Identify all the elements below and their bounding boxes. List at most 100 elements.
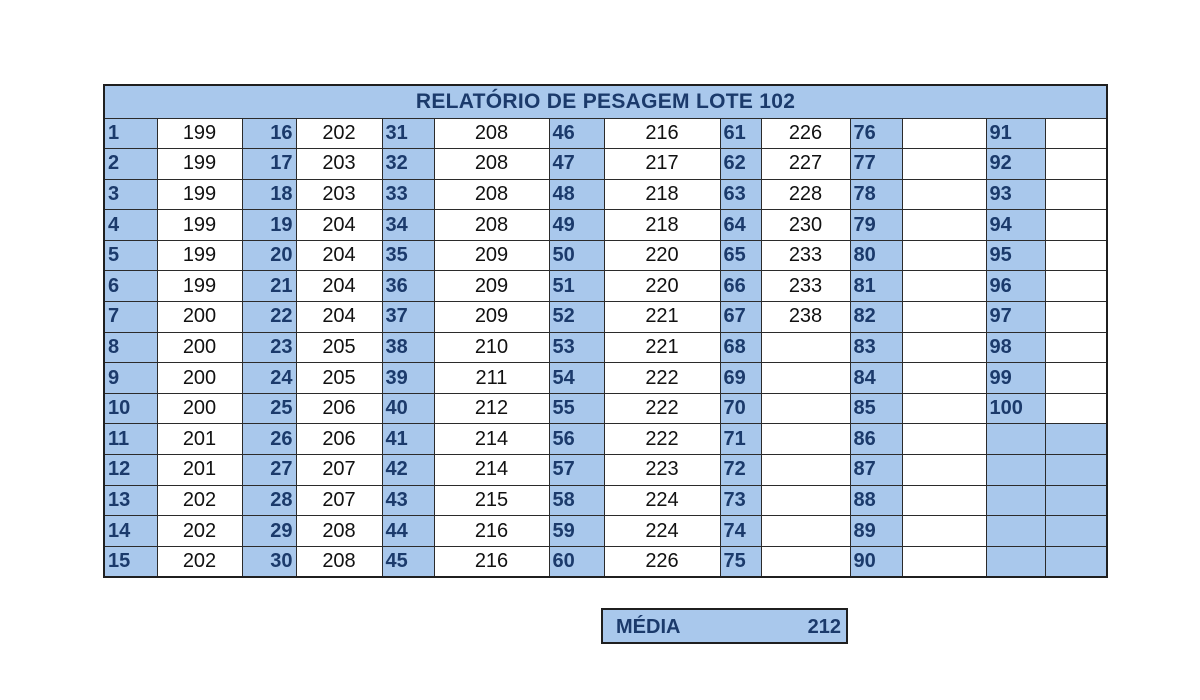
animal-number-cell: 85	[849, 392, 903, 425]
weight-value-cell: 211	[433, 362, 550, 394]
animal-number-cell: 66	[719, 270, 762, 303]
animal-number-cell: 77	[849, 148, 903, 180]
weight-value-cell	[1044, 117, 1108, 150]
animal-number-cell: 44	[381, 515, 435, 547]
weight-value-cell	[901, 392, 987, 425]
animal-number-cell: 33	[381, 178, 435, 211]
animal-number-cell: 68	[719, 331, 762, 364]
weight-value-cell: 202	[156, 515, 243, 547]
weight-value-cell	[1044, 148, 1108, 180]
animal-number-cell: 74	[719, 515, 762, 547]
weight-value-cell	[1044, 423, 1108, 456]
weight-value-cell	[901, 423, 987, 456]
weight-value-cell: 216	[603, 117, 721, 150]
animal-number-cell: 26	[241, 423, 297, 456]
table-row: 7 200 22 204 37 209 52 221 67 238 82 97	[103, 301, 1108, 333]
weight-value-cell	[760, 545, 851, 578]
animal-number-cell: 52	[548, 301, 605, 333]
animal-number-cell: 65	[719, 239, 762, 272]
weight-value-cell: 220	[603, 239, 721, 272]
weight-value-cell	[901, 362, 987, 394]
animal-number-cell: 5	[103, 239, 158, 272]
animal-number-cell: 78	[849, 178, 903, 211]
weight-value-cell: 227	[760, 148, 851, 180]
animal-number-cell: 60	[548, 545, 605, 578]
weight-value-cell: 208	[433, 117, 550, 150]
animal-number-cell: 34	[381, 209, 435, 241]
table-row: 14 202 29 208 44 216 59 224 74 89	[103, 515, 1108, 547]
animal-number-cell: 90	[849, 545, 903, 578]
weight-value-cell: 205	[295, 331, 383, 364]
weight-value-cell: 204	[295, 301, 383, 333]
animal-number-cell	[985, 454, 1046, 486]
animal-number-cell	[985, 423, 1046, 456]
table-row: 11 201 26 206 41 214 56 222 71 86	[103, 423, 1108, 456]
animal-number-cell: 49	[548, 209, 605, 241]
weight-value-cell: 214	[433, 423, 550, 456]
animal-number-cell: 75	[719, 545, 762, 578]
animal-number-cell: 88	[849, 484, 903, 517]
weight-value-cell: 199	[156, 239, 243, 272]
animal-number-cell: 8	[103, 331, 158, 364]
animal-number-cell: 84	[849, 362, 903, 394]
report-title: RELATÓRIO DE PESAGEM LOTE 102	[103, 84, 1108, 119]
weight-value-cell	[760, 484, 851, 517]
animal-number-cell: 64	[719, 209, 762, 241]
animal-number-cell: 16	[241, 117, 297, 150]
weight-value-cell	[901, 454, 987, 486]
animal-number-cell: 36	[381, 270, 435, 303]
animal-number-cell: 72	[719, 454, 762, 486]
weight-value-cell: 223	[603, 454, 721, 486]
weight-value-cell: 222	[603, 362, 721, 394]
animal-number-cell: 30	[241, 545, 297, 578]
animal-number-cell: 51	[548, 270, 605, 303]
weight-value-cell: 209	[433, 301, 550, 333]
weight-value-cell: 226	[603, 545, 721, 578]
animal-number-cell: 95	[985, 239, 1046, 272]
animal-number-cell: 1	[103, 117, 158, 150]
animal-number-cell: 55	[548, 392, 605, 425]
animal-number-cell: 83	[849, 331, 903, 364]
animal-number-cell: 46	[548, 117, 605, 150]
weight-value-cell: 205	[295, 362, 383, 394]
table-row: 3 199 18 203 33 208 48 218 63 228 78 93	[103, 178, 1108, 211]
animal-number-cell: 81	[849, 270, 903, 303]
weight-value-cell	[901, 270, 987, 303]
weight-value-cell	[1044, 239, 1108, 272]
weight-value-cell: 210	[433, 331, 550, 364]
weight-value-cell: 206	[295, 392, 383, 425]
weight-value-cell: 222	[603, 392, 721, 425]
animal-number-cell: 97	[985, 301, 1046, 333]
animal-number-cell: 38	[381, 331, 435, 364]
table-row: 6 199 21 204 36 209 51 220 66 233 81 96	[103, 270, 1108, 303]
table-row: 1 199 16 202 31 208 46 216 61 226 76 91	[103, 117, 1108, 150]
weight-value-cell	[901, 148, 987, 180]
average-value: 212	[807, 616, 841, 638]
animal-number-cell: 39	[381, 362, 435, 394]
animal-number-cell: 24	[241, 362, 297, 394]
animal-number-cell: 87	[849, 454, 903, 486]
weight-value-cell	[901, 484, 987, 517]
animal-number-cell: 10	[103, 392, 158, 425]
animal-number-cell: 13	[103, 484, 158, 517]
weight-value-cell: 204	[295, 270, 383, 303]
weighing-table: RELATÓRIO DE PESAGEM LOTE 102 1 199 16 202 3…	[103, 84, 1109, 578]
animal-number-cell: 71	[719, 423, 762, 456]
animal-number-cell: 27	[241, 454, 297, 486]
animal-number-cell: 98	[985, 331, 1046, 364]
animal-number-cell: 45	[381, 545, 435, 578]
animal-number-cell: 41	[381, 423, 435, 456]
animal-number-cell: 82	[849, 301, 903, 333]
weight-value-cell	[760, 515, 851, 547]
average-label: MÉDIA	[616, 616, 681, 638]
weight-value-cell: 200	[156, 301, 243, 333]
animal-number-cell: 9	[103, 362, 158, 394]
animal-number-cell: 59	[548, 515, 605, 547]
weight-value-cell: 201	[156, 423, 243, 456]
weight-value-cell: 233	[760, 239, 851, 272]
animal-number-cell: 76	[849, 117, 903, 150]
table-row: 12 201 27 207 42 214 57 223 72 87	[103, 454, 1108, 486]
animal-number-cell	[985, 545, 1046, 578]
weight-value-cell: 208	[433, 148, 550, 180]
weight-value-cell: 215	[433, 484, 550, 517]
